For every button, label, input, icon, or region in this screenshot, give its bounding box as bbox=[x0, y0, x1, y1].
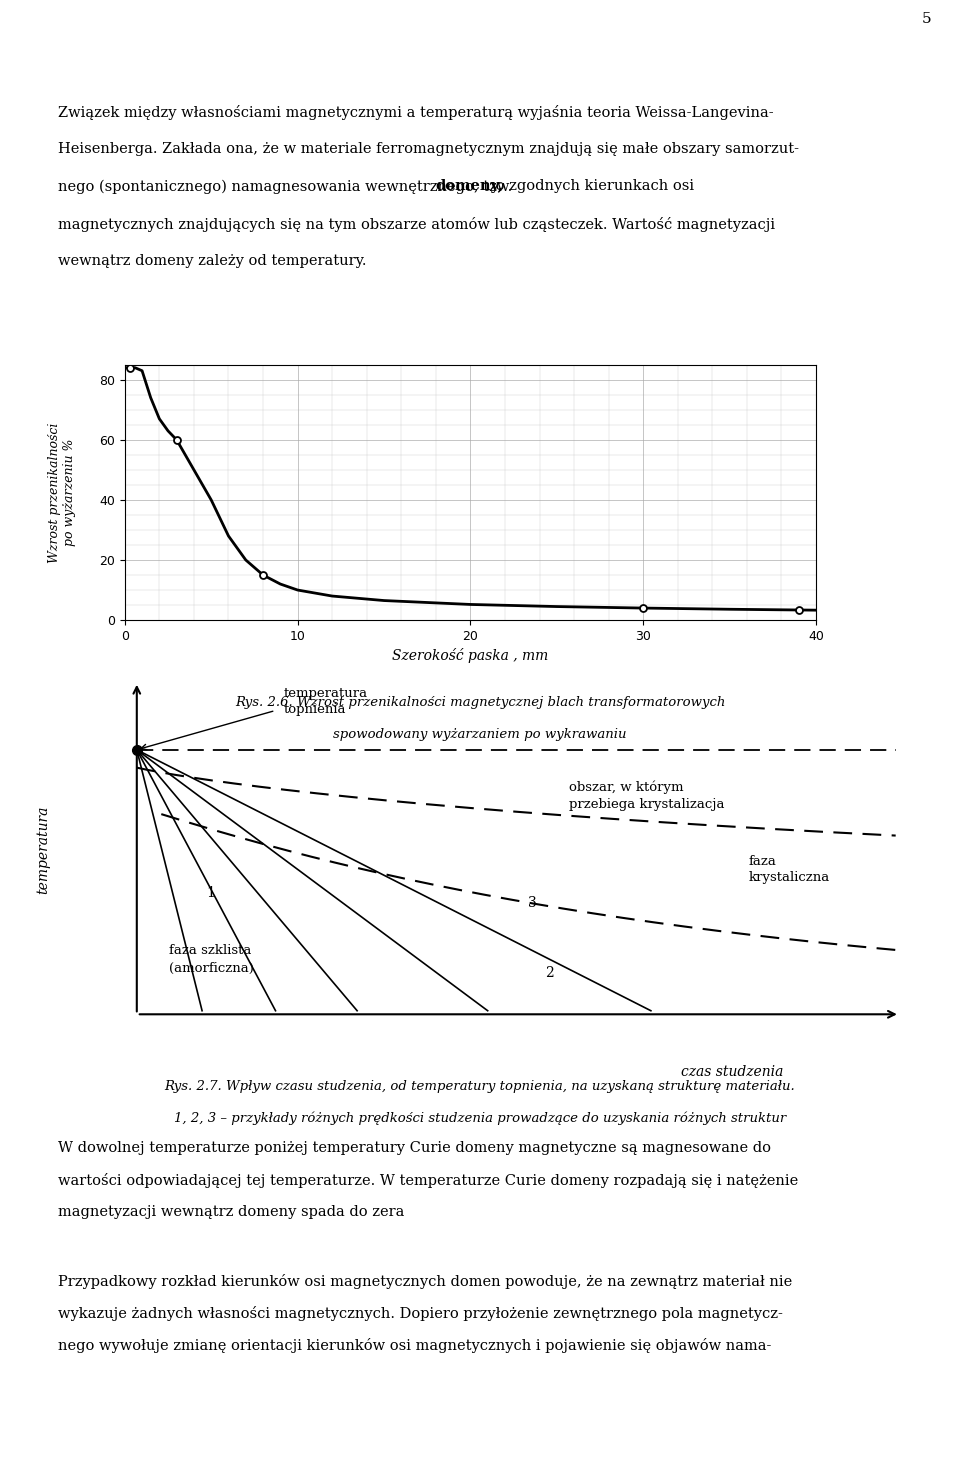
Text: (amorficzna): (amorficzna) bbox=[169, 961, 254, 975]
Text: wykazuje żadnych własności magnetycznych. Dopiero przyłożenie zewnętrznego pola : wykazuje żadnych własności magnetycznych… bbox=[58, 1306, 782, 1320]
Text: Rys. 2.7. Wpływ czasu studzenia, od temperatury topnienia, na uzyskaną strukturę: Rys. 2.7. Wpływ czasu studzenia, od temp… bbox=[164, 1080, 796, 1093]
Text: W dowolnej temperaturze poniżej temperatury Curie domeny magnetyczne są magnesow: W dowolnej temperaturze poniżej temperat… bbox=[58, 1141, 771, 1156]
Text: Związek między własnościami magnetycznymi a temperaturą wyjaśnia teoria Weissa-L: Związek między własnościami magnetycznym… bbox=[58, 105, 773, 120]
Text: Heisenberga. Zakłada ona, że w materiale ferromagnetycznym znajdują się małe obs: Heisenberga. Zakłada ona, że w materiale… bbox=[58, 142, 799, 156]
Text: Rys. 2.6. Wzrost przenikalności magnetycznej blach transformatorowych: Rys. 2.6. Wzrost przenikalności magnetyc… bbox=[235, 696, 725, 709]
Text: nego wywołuje zmianę orientacji kierunków osi magnetycznych i pojawienie się obj: nego wywołuje zmianę orientacji kierunkó… bbox=[58, 1338, 771, 1352]
Text: wartości odpowiadającej tej temperaturze. W temperaturze Curie domeny rozpadają : wartości odpowiadającej tej temperaturze… bbox=[58, 1173, 798, 1188]
Text: 2: 2 bbox=[545, 966, 554, 980]
Text: topnienia: topnienia bbox=[284, 703, 347, 716]
Text: Wzrost przenikalności
po wyżarzeniu %: Wzrost przenikalności po wyżarzeniu % bbox=[48, 422, 77, 563]
Text: domeny,: domeny, bbox=[435, 179, 502, 194]
Text: magnetycznych znajdujących się na tym obszarze atomów lub cząsteczek. Wartość ma: magnetycznych znajdujących się na tym ob… bbox=[58, 217, 775, 232]
Text: faza szklista: faza szklista bbox=[169, 944, 252, 957]
Text: nego (spontanicznego) namagnesowania wewnętrznego, tzw.: nego (spontanicznego) namagnesowania wew… bbox=[58, 179, 512, 194]
Text: wewnątrz domeny zależy od temperatury.: wewnątrz domeny zależy od temperatury. bbox=[58, 254, 366, 268]
Text: 5: 5 bbox=[922, 12, 931, 26]
Text: przebiega krystalizacja: przebiega krystalizacja bbox=[569, 798, 725, 811]
Text: 1: 1 bbox=[206, 886, 215, 900]
Text: temperatura: temperatura bbox=[284, 687, 368, 700]
X-axis label: Szerokość paska , mm: Szerokość paska , mm bbox=[393, 648, 548, 664]
Text: magnetyzacji wewnątrz domeny spada do zera: magnetyzacji wewnątrz domeny spada do ze… bbox=[58, 1205, 404, 1220]
Text: o zgodnych kierunkach osi: o zgodnych kierunkach osi bbox=[491, 179, 694, 194]
Text: temperatura: temperatura bbox=[36, 805, 50, 894]
Text: czas studzenia: czas studzenia bbox=[682, 1065, 783, 1080]
Text: 1, 2, 3 – przykłady różnych prędkości studzenia prowadzące do uzyskania różnych : 1, 2, 3 – przykłady różnych prędkości st… bbox=[174, 1112, 786, 1125]
Text: 3: 3 bbox=[528, 896, 538, 910]
Text: obszar, w którym: obszar, w którym bbox=[569, 781, 684, 795]
Text: Przypadkowy rozkład kierunków osi magnetycznych domen powoduje, że na zewnątrz m: Przypadkowy rozkład kierunków osi magnet… bbox=[58, 1274, 792, 1288]
Text: faza: faza bbox=[749, 855, 777, 868]
Text: spowodowany wyżarzaniem po wykrawaniu: spowodowany wyżarzaniem po wykrawaniu bbox=[333, 728, 627, 741]
Text: krystaliczna: krystaliczna bbox=[749, 871, 830, 884]
